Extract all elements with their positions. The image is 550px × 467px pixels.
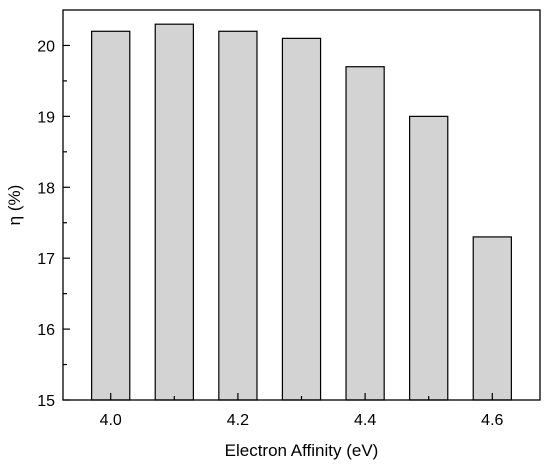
bar — [472, 236, 512, 401]
y-axis-title: η (%) — [5, 185, 24, 226]
x-tick-label: 4.4 — [354, 412, 376, 429]
bar — [345, 66, 385, 401]
y-tick-label: 19 — [37, 109, 55, 126]
y-tick-label: 18 — [37, 180, 55, 197]
x-tick-label: 4.6 — [481, 412, 503, 429]
bar — [281, 37, 322, 401]
bar — [409, 115, 449, 401]
x-axis-title: Electron Affinity (eV) — [225, 441, 379, 460]
plot-frame — [62, 9, 541, 401]
y-tick-label: 16 — [37, 322, 55, 339]
y-tick-label: 15 — [37, 393, 55, 410]
y-tick-label: 20 — [37, 38, 55, 55]
bar — [154, 23, 194, 401]
x-tick-label: 4.0 — [100, 412, 122, 429]
bars-group — [91, 23, 512, 401]
bar — [218, 30, 258, 401]
y-tick-label: 17 — [37, 251, 55, 268]
bar — [91, 30, 131, 401]
ticks-group: 4.0 4.2 4.4 4.6 15 16 17 18 19 20 — [37, 38, 503, 429]
x-tick-label: 4.2 — [227, 412, 249, 429]
